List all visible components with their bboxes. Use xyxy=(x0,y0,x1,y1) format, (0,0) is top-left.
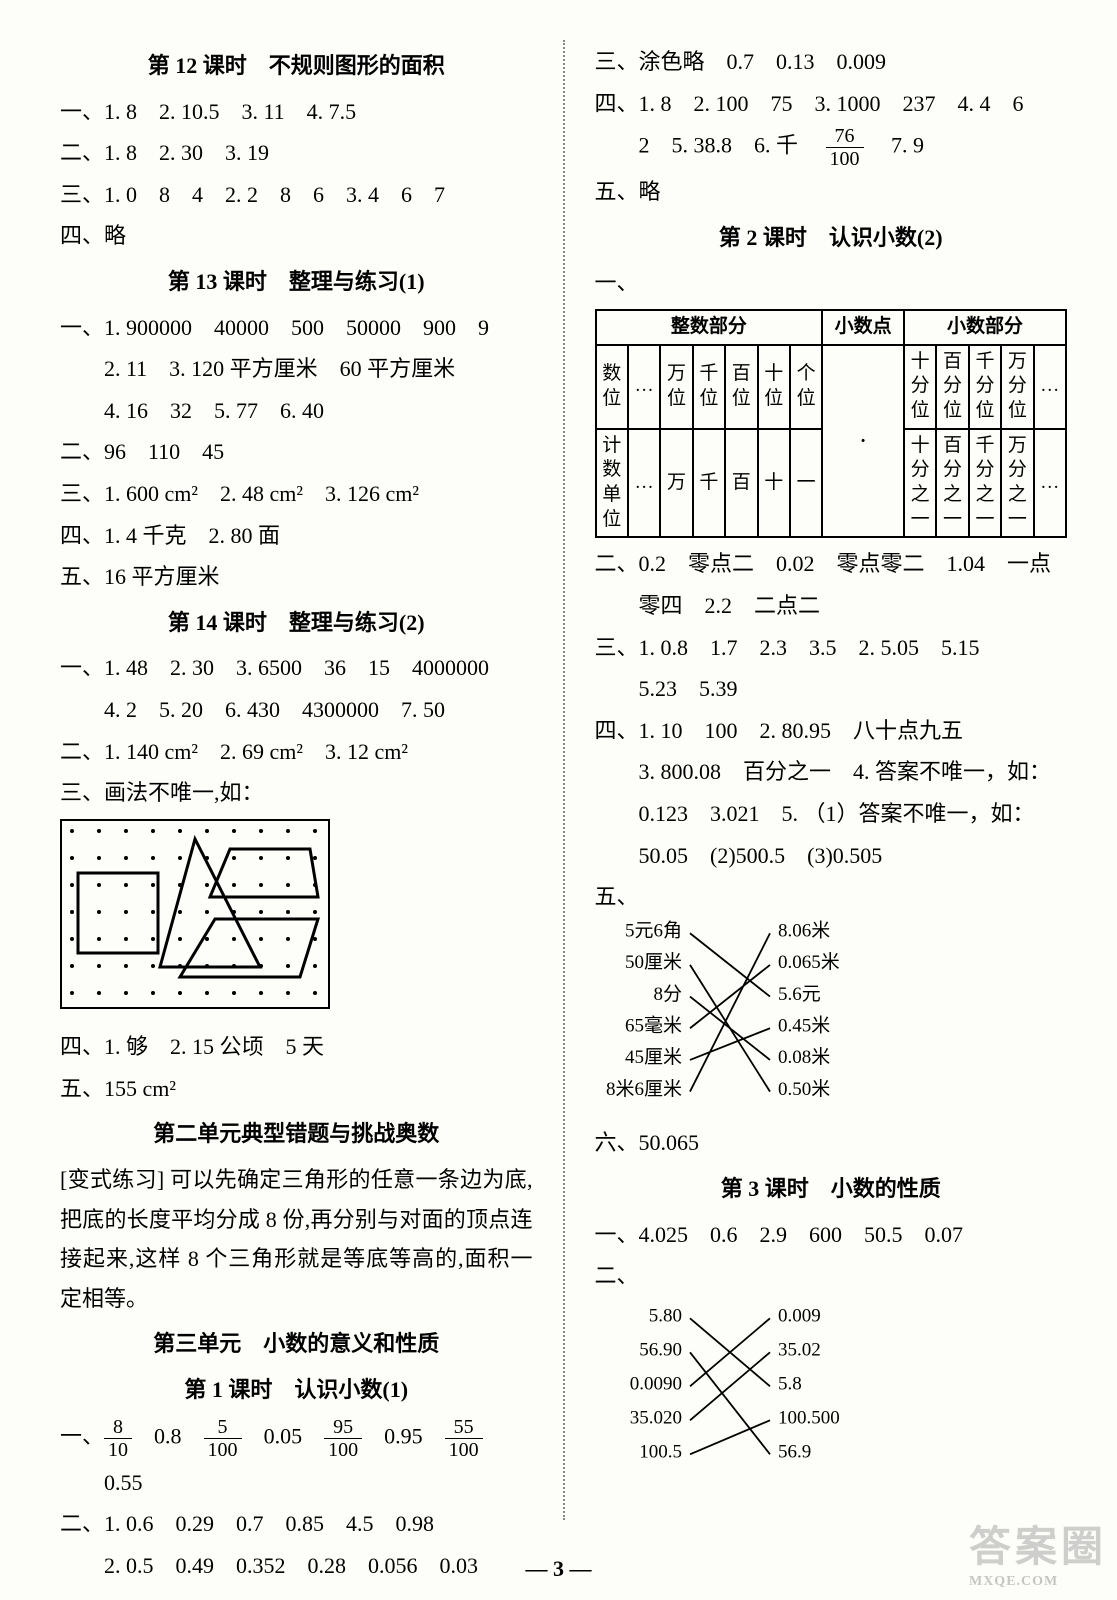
text-line: 二、96 110 45 xyxy=(60,432,533,472)
text-line: 五、 xyxy=(595,877,1068,917)
place-value-table: 整数部分小数点小数部分数位…万位千位百位十位个位·十分位百分位千分位万分位…计数… xyxy=(595,309,1068,539)
text-line: 2. 11 3. 120 平方厘米 60 平方厘米 xyxy=(60,349,533,389)
svg-text:8米6厘米: 8米6厘米 xyxy=(605,1078,681,1100)
text-line: 六、50.065 xyxy=(595,1123,1068,1163)
text-line: 一、1. 48 2. 30 3. 6500 36 15 4000000 xyxy=(60,648,533,688)
text-line: 三、1. 600 cm² 2. 48 cm² 3. 126 cm² xyxy=(60,474,533,514)
svg-text:5.6元: 5.6元 xyxy=(778,984,821,1005)
svg-text:8分: 8分 xyxy=(653,983,682,1005)
text-line: 5.23 5.39 xyxy=(595,669,1068,709)
svg-text:0.08米: 0.08米 xyxy=(778,1046,830,1068)
svg-text:0.065米: 0.065米 xyxy=(778,951,840,973)
watermark: 答案圈 MXQE.COM xyxy=(969,1513,1107,1590)
matching-diagram-2: 5.80 56.90 0.0090 35.020 100.5 0.009 35.02 5.8 1… xyxy=(595,1298,885,1478)
text-line: 0.123 3.021 5. （1）答案不唯一，如： xyxy=(595,794,1068,834)
label: 五、 xyxy=(595,884,639,909)
fraction-line: 一、810 0.8 5100 0.05 95100 0.95 55100 xyxy=(60,1416,533,1461)
text-line: 4. 2 5. 20 6. 430 4300000 7. 50 xyxy=(60,690,533,730)
matching-diagram-1: 5元6角 50厘米 8分 65毫米 45厘米 8米6厘米 8.06米 0.065米 5.6元 0.… xyxy=(595,919,885,1109)
lesson-3-title: 第 3 课时 小数的性质 xyxy=(595,1169,1068,1209)
watermark-text: 答案圈 xyxy=(969,1525,1107,1571)
fraction: 76100 xyxy=(826,125,864,170)
lesson-14-title: 第 14 课时 整理与练习(2) xyxy=(60,603,533,643)
text-line: 50.05 (2)500.5 (3)0.505 xyxy=(595,836,1068,876)
text-line: 三、1. 0.8 1.7 2.3 3.5 2. 5.05 5.15 xyxy=(595,628,1068,668)
text-line: 三、画法不唯一,如： xyxy=(60,773,533,813)
text-line: 四、1. 8 2. 100 75 3. 1000 237 4. 4 6 xyxy=(595,84,1068,124)
text-line: 二、1. 8 2. 30 3. 19 xyxy=(60,133,533,173)
text-line: 一、1. 8 2. 10.5 3. 11 4. 7.5 xyxy=(60,92,533,132)
lesson-12-title: 第 12 课时 不规则图形的面积 xyxy=(60,46,533,86)
right-column: 三、涂色略 0.7 0.13 0.009 四、1. 8 2. 100 75 3.… xyxy=(585,40,1068,1520)
svg-text:65毫米: 65毫米 xyxy=(624,1014,681,1036)
svg-text:0.50米: 0.50米 xyxy=(778,1078,830,1100)
left-column: 第 12 课时 不规则图形的面积 一、1. 8 2. 10.5 3. 11 4.… xyxy=(60,40,543,1520)
lesson-13-title: 第 13 课时 整理与练习(1) xyxy=(60,262,533,302)
two-column-layout: 第 12 课时 不规则图形的面积 一、1. 8 2. 10.5 3. 11 4.… xyxy=(60,40,1067,1520)
watermark-url: MXQE.COM xyxy=(969,1574,1107,1590)
text-line: 五、155 cm² xyxy=(60,1069,533,1109)
page: 第 12 课时 不规则图形的面积 一、1. 8 2. 10.5 3. 11 4.… xyxy=(0,0,1117,1600)
svg-text:5元6角: 5元6角 xyxy=(624,919,681,941)
column-divider xyxy=(563,40,565,1520)
svg-text:100.500: 100.500 xyxy=(778,1407,840,1428)
text-line: 一、1. 900000 40000 500 50000 900 9 xyxy=(60,308,533,348)
text-line: 五、16 平方厘米 xyxy=(60,557,533,597)
svg-text:56.90: 56.90 xyxy=(639,1339,682,1360)
svg-text:45厘米: 45厘米 xyxy=(624,1046,681,1068)
svg-text:56.9: 56.9 xyxy=(778,1441,811,1462)
text-line: 三、涂色略 0.7 0.13 0.009 xyxy=(595,42,1068,82)
text-line: 二、0.2 零点二 0.02 零点零二 1.04 一点 xyxy=(595,544,1068,584)
text: 2 5. 38.8 6. 千 xyxy=(639,133,821,158)
svg-text:5.8: 5.8 xyxy=(778,1373,802,1394)
svg-text:0.009: 0.009 xyxy=(778,1305,821,1326)
text-line: 二、 xyxy=(595,1256,1068,1296)
unit2-title: 第二单元典型错题与挑战奥数 xyxy=(60,1114,533,1154)
dot-grid-shapes xyxy=(60,819,330,1009)
paragraph: [变式练习] 可以先确定三角形的任意一条边为底,把底的长度平均分成 8 份,再分… xyxy=(60,1160,533,1318)
svg-text:8.06米: 8.06米 xyxy=(778,919,830,941)
svg-text:0.0090: 0.0090 xyxy=(629,1373,681,1394)
lesson-3-1-title: 第 1 课时 认识小数(1) xyxy=(60,1370,533,1410)
svg-text:100.5: 100.5 xyxy=(639,1441,682,1462)
svg-text:35.020: 35.020 xyxy=(629,1407,681,1428)
text-line: 3. 800.08 百分之一 4. 答案不唯一，如： xyxy=(595,752,1068,792)
lesson-2-title: 第 2 课时 认识小数(2) xyxy=(595,218,1068,258)
text-line: 四、1. 够 2. 15 公顷 5 天 xyxy=(60,1027,533,1067)
text-line: 0.55 xyxy=(60,1463,533,1503)
text-line: 四、1. 10 100 2. 80.95 八十点九五 xyxy=(595,711,1068,751)
svg-text:0.45米: 0.45米 xyxy=(778,1014,830,1036)
text-line: 三、1. 0 8 4 2. 2 8 6 3. 4 6 7 xyxy=(60,175,533,215)
text-line: 二、1. 0.6 0.29 0.7 0.85 4.5 0.98 xyxy=(60,1504,533,1544)
svg-text:50厘米: 50厘米 xyxy=(624,951,681,973)
text-line: 四、1. 4 千克 2. 80 面 xyxy=(60,516,533,556)
text-line: 2 5. 38.8 6. 千 76100 7. 9 xyxy=(595,125,1068,170)
text-line: 一、4.025 0.6 2.9 600 50.5 0.07 xyxy=(595,1215,1068,1255)
text-line: 一、 xyxy=(595,263,1068,303)
page-number: — 3 — xyxy=(0,1556,1117,1582)
text-line: 五、略 xyxy=(595,172,1068,212)
unit3-title: 第三单元 小数的意义和性质 xyxy=(60,1324,533,1364)
text-line: 4. 16 32 5. 77 6. 40 xyxy=(60,391,533,431)
text: 7. 9 xyxy=(869,133,924,158)
text-line: 二、1. 140 cm² 2. 69 cm² 3. 12 cm² xyxy=(60,732,533,772)
svg-text:5.80: 5.80 xyxy=(648,1305,681,1326)
text-line: 零四 2.2 二点二 xyxy=(595,586,1068,626)
text-line: 四、略 xyxy=(60,216,533,256)
svg-text:35.02: 35.02 xyxy=(778,1339,821,1360)
